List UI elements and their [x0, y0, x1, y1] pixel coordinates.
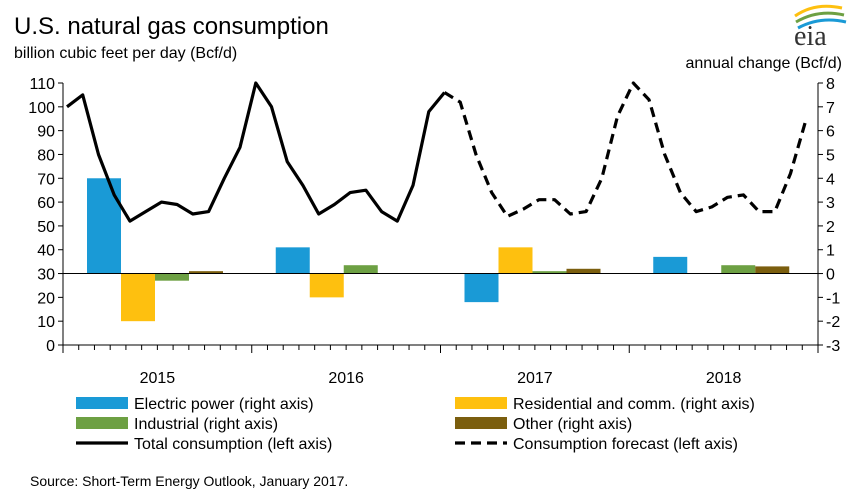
chart-subtitle: billion cubic feet per day (Bcf/d) [14, 45, 237, 62]
left-tick-label: 110 [29, 76, 55, 93]
category-label: 2015 [140, 370, 176, 387]
legend-label: Consumption forecast (left axis) [513, 436, 738, 453]
source-note: Source: Short-Term Energy Outlook, Janua… [30, 473, 348, 489]
left-tick-label: 10 [37, 314, 55, 331]
right-tick-label: 6 [826, 124, 835, 141]
axes [58, 82, 823, 353]
lines [66, 81, 808, 223]
bar-0-1 [275, 247, 310, 274]
logo-text: eia [794, 21, 827, 52]
bar-0-3 [653, 256, 688, 274]
category-label: 2018 [706, 370, 742, 387]
legend-label: Residential and comm. (right axis) [513, 396, 755, 413]
right-tick-label: 7 [826, 100, 835, 117]
category-label: 2016 [328, 370, 364, 387]
line-series-1 [443, 81, 808, 218]
right-tick-label: 2 [826, 219, 835, 236]
right-axis-ticks: -3 -2 -1 0 1 2 3 4 5 6 7 8 [826, 76, 840, 355]
bar-0-0 [87, 178, 121, 274]
x-axis-categories: 2015 2016 2017 2018 [140, 370, 742, 387]
eia-logo: eia [794, 4, 847, 52]
legend: Electric power (right axis) Residential a… [76, 396, 755, 453]
right-tick-label: 3 [826, 195, 835, 212]
left-tick-label: 70 [37, 171, 55, 188]
bar-3-2 [566, 268, 601, 274]
logo-swoosh-blue [797, 18, 847, 30]
left-axis-ticks: 0 10 20 30 40 50 60 70 80 90 100 110 [28, 76, 55, 355]
left-tick-label: 40 [37, 243, 55, 260]
legend-swatch [455, 397, 507, 409]
bars [87, 178, 790, 322]
bar-2-0 [155, 273, 189, 281]
left-tick-label: 90 [37, 124, 55, 141]
right-tick-label: 4 [826, 171, 835, 188]
bar-2-1 [343, 265, 378, 274]
legend-label: Electric power (right axis) [134, 396, 314, 413]
right-axis-label: annual change (Bcf/d) [685, 55, 842, 72]
bar-3-3 [755, 266, 790, 274]
left-tick-label: 20 [37, 290, 55, 307]
legend-label: Total consumption (left axis) [134, 436, 332, 453]
legend-swatch [455, 417, 507, 429]
right-tick-label: 0 [826, 267, 835, 284]
right-tick-label: 1 [826, 243, 835, 260]
left-tick-label: 50 [37, 219, 55, 236]
left-tick-label: 100 [28, 100, 55, 117]
bar-2-3 [721, 265, 756, 274]
bar-1-0 [121, 273, 155, 322]
logo-swoosh-yellow [794, 4, 843, 18]
right-tick-label: 8 [826, 76, 835, 93]
logo-swoosh-green [795, 11, 845, 24]
left-tick-label: 0 [46, 338, 55, 355]
bar-1-2 [498, 247, 533, 274]
bar-2-2 [532, 271, 567, 274]
category-label: 2017 [517, 370, 553, 387]
right-tick-label: 5 [826, 147, 835, 164]
bar-3-0 [189, 271, 223, 274]
left-tick-label: 30 [37, 267, 55, 284]
legend-swatch [76, 417, 128, 429]
chart-title: U.S. natural gas consumption [14, 13, 329, 40]
right-tick-label: -3 [826, 338, 840, 355]
left-tick-label: 60 [37, 195, 55, 212]
bar-1-1 [309, 273, 344, 298]
legend-label: Other (right axis) [513, 416, 632, 433]
line-series-0 [66, 81, 446, 223]
legend-label: Industrial (right axis) [134, 416, 278, 433]
left-tick-label: 80 [37, 147, 55, 164]
legend-swatch [76, 397, 128, 409]
bar-0-2 [464, 273, 499, 303]
right-tick-label: -2 [826, 314, 840, 331]
right-tick-label: -1 [826, 290, 840, 307]
